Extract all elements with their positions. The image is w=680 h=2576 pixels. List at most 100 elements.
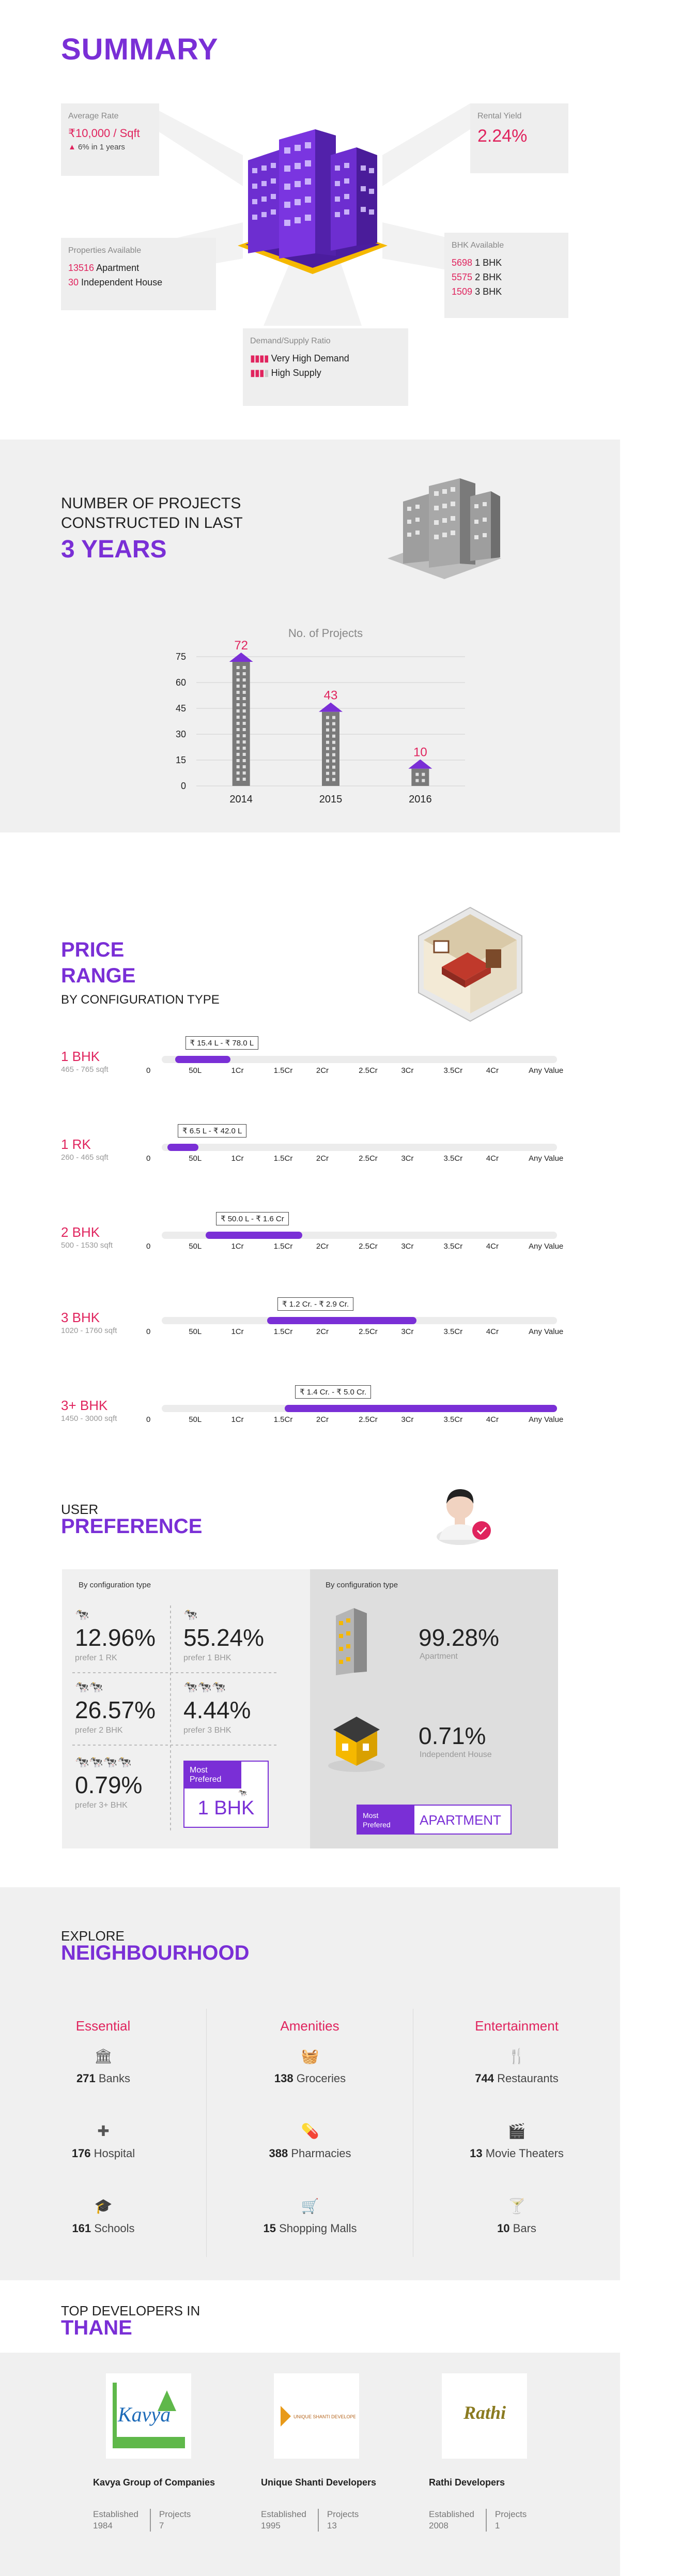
bar-window	[326, 716, 329, 719]
summary-section: SUMMARY	[0, 0, 620, 440]
projects-label: Projects	[159, 2509, 191, 2519]
price-tick-label: 3.5Cr	[443, 1415, 463, 1424]
neighbourhood-item[interactable]: 💊 388 Pharmacies	[207, 2123, 413, 2160]
price-tick-label: 3Cr	[401, 1415, 414, 1424]
price-row-name: 3+ BHK	[61, 1398, 108, 1413]
projects-section: NUMBER OF PROJECTS CONSTRUCTED IN LAST 3…	[0, 440, 620, 832]
bar-window	[332, 753, 335, 756]
projects-count: 1	[494, 2521, 500, 2530]
bar-window	[236, 740, 240, 744]
neighbourhood-item[interactable]: ✚ 176 Hospital	[0, 2123, 207, 2160]
cow-icons: 🐄🐄🐄	[183, 1680, 226, 1693]
bar-window	[236, 747, 240, 750]
neighbourhood-item[interactable]: 🍸 10 Bars	[413, 2198, 620, 2235]
properties-house-row: 30 Independent House	[68, 275, 209, 290]
price-row-size: 1020 - 1760 sqft	[61, 1326, 117, 1335]
bhk-count: 5575	[452, 272, 473, 282]
gray-buildings-illustration	[388, 478, 501, 579]
price-row: 3 BHK 1020 - 1760 sqft ₹ 1.2 Cr. - ₹ 2.9 C…	[61, 1295, 563, 1347]
price-range-tooltip: ₹ 1.4 Cr. - ₹ 5.0 Cr.	[295, 1385, 372, 1399]
price-row: 2 BHK 500 - 1530 sqft ₹ 50.0 L - ₹ 1.6 Cr 0…	[61, 1210, 563, 1262]
demand-bars-icon: ▮▮▮▮	[250, 353, 269, 363]
column-heading: Amenities	[280, 2018, 339, 2034]
neighbourhood-item[interactable]: 🍴 744 Restaurants	[413, 2048, 620, 2085]
preference-section: USER PREFERENCE By configuration type 🐄 1…	[0, 1458, 620, 1887]
item-label: Bars	[513, 2222, 536, 2235]
bar-window	[332, 734, 335, 738]
established-year: 1995	[261, 2521, 281, 2530]
price-tick-label: 3Cr	[401, 1242, 414, 1251]
neighbourhood-section: EXPLORE NEIGHBOURHOOD Essential 🏛 271 Bank…	[0, 1887, 620, 2280]
building-illustration	[238, 129, 388, 274]
cow-icon: 🐄	[238, 1789, 247, 1797]
price-axis: 0 50L 1Cr 1.5Cr 2Cr 2.5Cr 3Cr 3.5Cr 4Cr Any Value	[146, 1415, 563, 1426]
bar-window	[236, 697, 240, 700]
price-row-name: 2 BHK	[61, 1224, 100, 1240]
neighbourhood-item[interactable]: 🧺 138 Groceries	[207, 2048, 413, 2085]
developer-card[interactable]: UNIQUE SHANTI DEVELOPERS Unique Shanti D…	[261, 2373, 416, 2532]
established-label: Established	[93, 2509, 138, 2519]
logo-text: Rathi	[462, 2402, 505, 2423]
y-tick-label: 45	[176, 703, 186, 714]
bar-window	[326, 753, 329, 756]
item-count: 271	[76, 2072, 96, 2085]
y-tick-label: 30	[176, 729, 186, 739]
price-tick-label: 2.5Cr	[359, 1154, 378, 1163]
bar-window	[242, 672, 246, 675]
price-tick-label: 1Cr	[231, 1415, 244, 1424]
item-label: Pharmacies	[291, 2147, 351, 2160]
right-header: By configuration type	[326, 1581, 398, 1589]
neighbourhood-item[interactable]: 🏛 271 Banks	[0, 2048, 207, 2085]
bar-window	[242, 716, 246, 719]
developer-logo: Rathi	[442, 2373, 527, 2459]
bar-window	[236, 691, 240, 694]
house-label: Independent House	[420, 1750, 492, 1759]
price-axis: 0 50L 1Cr 1.5Cr 2Cr 2.5Cr 3Cr 3.5Cr 4Cr Any Value	[146, 1242, 563, 1252]
bar-window	[415, 779, 419, 782]
neighbourhood-item[interactable]: 🎓 161 Schools	[0, 2198, 207, 2235]
bar-window	[415, 772, 419, 776]
price-tick-label: 4Cr	[486, 1066, 499, 1075]
school-icon: 🎓	[94, 2198, 113, 2214]
price-row: 1 RK 260 - 465 sqft ₹ 6.5 L - ₹ 42.0 L 0 50L…	[61, 1122, 563, 1174]
established-year: 1984	[93, 2521, 113, 2530]
bar-window	[332, 778, 335, 781]
bar-window	[242, 666, 246, 669]
user-avatar-illustration	[437, 1489, 491, 1545]
price-subtitle: BY CONFIGURATION TYPE	[61, 993, 220, 1007]
projects-label: Projects	[327, 2509, 359, 2519]
bar-window	[236, 703, 240, 706]
apartment-label: Apartment	[96, 263, 140, 273]
neighbourhood-item[interactable]: 🎬 13 Movie Theaters	[413, 2123, 620, 2160]
pref-cell: 🐄 55.24% prefer 1 BHK	[183, 1608, 264, 1663]
x-category-label: 2015	[319, 794, 343, 805]
developer-meta: Established 1984 Projects 7	[93, 2509, 248, 2532]
pharmacy-icon: 💊	[301, 2123, 319, 2139]
bar-value-label: 10	[413, 746, 427, 760]
price-tick-label: 0	[146, 1327, 151, 1336]
neighbourhood-title-line2: NEIGHBOURHOOD	[61, 1942, 250, 1964]
most-preferred-value: 1 BHK	[197, 1797, 255, 1819]
price-tick-label: 50L	[189, 1154, 202, 1163]
price-range-tooltip: ₹ 6.5 L - ₹ 42.0 L	[178, 1124, 247, 1138]
neighbourhood-item[interactable]: 🛒 15 Shopping Malls	[207, 2198, 413, 2235]
developer-card[interactable]: Rathi Rathi Developers Established 2008 P…	[429, 2373, 584, 2532]
price-section: PRICE RANGE BY CONFIGURATION TYPE 1 BHK 4…	[0, 832, 620, 1458]
bar-window	[326, 740, 329, 744]
most-preferred-type-label: Most Prefered	[358, 1806, 414, 1833]
item-label: Banks	[98, 2072, 130, 2085]
projects-count: 7	[159, 2521, 164, 2530]
developer-logo: UNIQUE SHANTI DEVELOPERS	[274, 2373, 359, 2459]
avg-rate-change: 6% in 1 years	[78, 143, 125, 151]
price-tick-label: 2Cr	[316, 1154, 329, 1163]
rathi-logo: Rathi	[462, 2402, 505, 2423]
avg-rate-box: Average Rate ₹10,000 / Sqft ▲ 6% in 1 ye…	[61, 103, 159, 176]
neighbourhood-column: Amenities 🧺 138 Groceries 💊 388 Pharmacies 🛒 1…	[207, 2009, 413, 2257]
most-preferred-bhk-card: Most Prefered 🐄 1 BHK	[183, 1761, 269, 1828]
bar-window	[332, 771, 335, 775]
item-label: Hospital	[94, 2147, 135, 2160]
pref-percent: 0.79%	[75, 1771, 143, 1798]
most-preferred-type-card: Most Prefered APARTMENT	[357, 1805, 512, 1835]
developer-card[interactable]: Kavya Kavya Group of Companies Establish…	[93, 2373, 248, 2532]
pref-subtext: prefer 3+ BHK	[75, 1801, 128, 1810]
